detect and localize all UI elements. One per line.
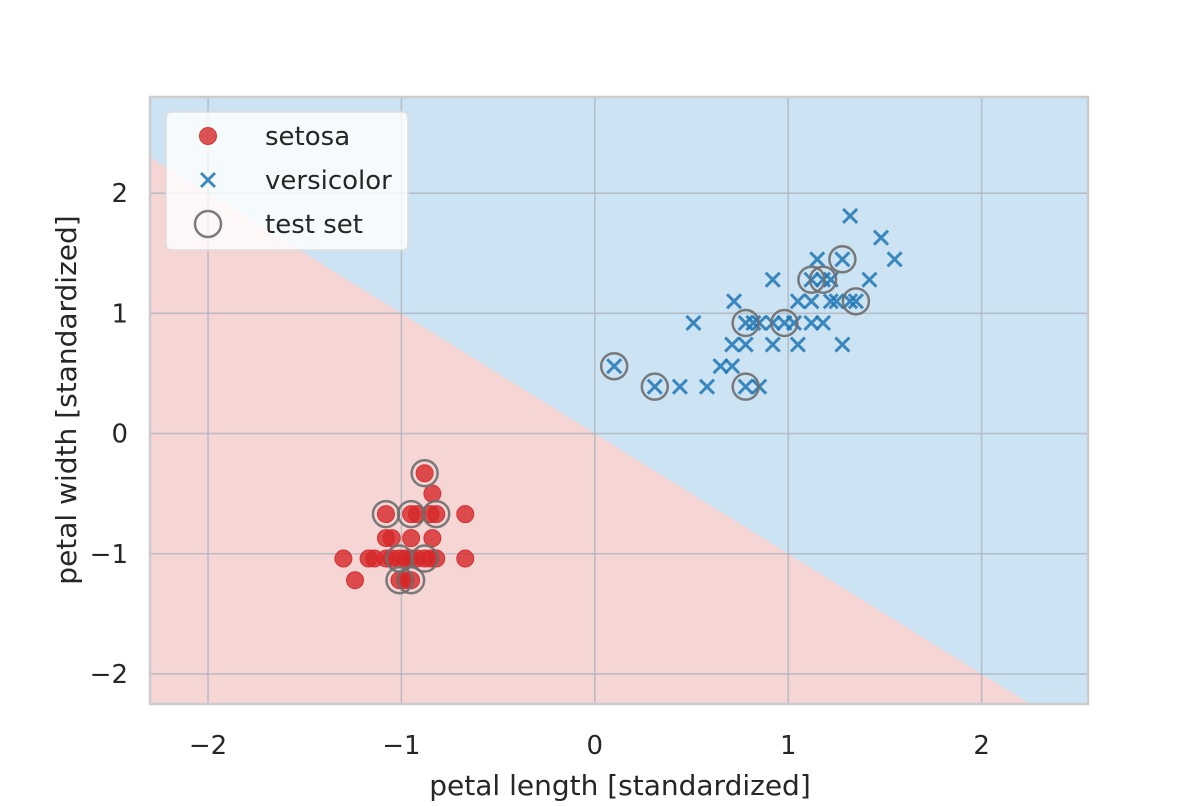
versicolor-point	[646, 378, 663, 395]
y-axis-label: petal width [standardized]	[50, 215, 83, 584]
test-set-point	[640, 372, 670, 401]
test-set-point	[828, 245, 857, 274]
test-set-point	[410, 458, 439, 488]
y-tick-label: 1	[111, 299, 128, 329]
legend-label: test set	[265, 210, 363, 240]
legend: setosa versicolor test set	[165, 111, 409, 251]
versicolor-point	[872, 229, 890, 246]
versicolor-point	[698, 378, 716, 395]
test-set-point	[808, 265, 838, 294]
versicolor-point	[737, 378, 754, 395]
setosa-point	[427, 505, 446, 524]
test-set-point	[599, 351, 629, 381]
versicolor-point	[724, 358, 741, 375]
versicolor-point	[803, 314, 820, 332]
versicolor-point	[764, 314, 781, 332]
setosa-point	[423, 484, 442, 503]
y-tick-label: −2	[90, 660, 128, 690]
versicolor-point	[737, 336, 754, 353]
versicolor-point	[861, 271, 878, 288]
test-set-point	[841, 287, 871, 316]
x-tick-label: 2	[973, 731, 990, 761]
setosa-point	[402, 529, 421, 548]
test-set-point	[385, 565, 414, 595]
legend-versicolor-marker	[199, 171, 217, 189]
setosa-point	[423, 529, 442, 548]
setosa-point	[382, 529, 401, 548]
versicolor-point	[822, 293, 839, 310]
versicolor-point	[785, 314, 803, 332]
versicolor-point	[803, 293, 820, 310]
y-tick-label: 2	[111, 179, 128, 209]
test-set-point	[770, 308, 799, 338]
versicolor-point	[803, 271, 820, 288]
setosa-point	[427, 549, 446, 568]
setosa-point	[334, 549, 353, 568]
versicolor-point	[834, 251, 851, 268]
versicolor-point	[847, 293, 864, 310]
test-set-point	[731, 372, 760, 401]
legend-setosa-marker	[199, 127, 217, 145]
versicolor-point	[712, 358, 729, 375]
x-tick-label: −2	[189, 731, 227, 761]
setosa-point	[415, 464, 434, 483]
x-tick-label: −1	[382, 731, 420, 761]
x-tick-label: 1	[780, 731, 797, 761]
test-set-point	[797, 265, 826, 294]
versicolor-point	[828, 293, 845, 310]
versicolor-point	[606, 358, 623, 375]
versicolor-point	[886, 251, 903, 268]
test-set-point	[410, 544, 439, 573]
versicolor-point	[764, 336, 781, 353]
legend-box	[165, 111, 409, 251]
test-set-point	[421, 499, 451, 529]
x-tick-label: 0	[587, 731, 604, 761]
setosa-point	[456, 505, 475, 524]
setosa-point	[346, 571, 365, 590]
versicolor-point	[789, 293, 806, 310]
versicolor-point	[671, 378, 688, 395]
versicolor-point	[726, 293, 743, 310]
plot-area: −2 −1 0 1 2 −2 −1 0 1 2	[90, 95, 1090, 761]
versicolor-point	[789, 336, 806, 353]
legend-label: setosa	[265, 122, 350, 152]
versicolor-point	[842, 293, 859, 310]
y-tick-label: 0	[111, 420, 128, 450]
versicolor-point	[814, 314, 832, 332]
x-axis-label: petal length [standardized]	[429, 769, 811, 802]
versicolor-point	[724, 336, 741, 353]
plot-frame	[148, 95, 1090, 706]
test-set-point	[396, 565, 426, 595]
test-set-point	[731, 308, 760, 338]
versicolor-point	[685, 314, 702, 332]
legend-test-set-marker	[193, 209, 223, 239]
versicolor-point	[764, 271, 781, 288]
versicolor-point	[834, 336, 851, 353]
setosa-point	[376, 505, 395, 524]
setosa-point	[456, 549, 475, 568]
y-tick-label: −1	[90, 540, 128, 570]
setosa-point	[402, 571, 421, 590]
versicolor-point	[809, 251, 826, 268]
legend-label: versicolor	[265, 166, 392, 196]
versicolor-point	[842, 207, 859, 225]
